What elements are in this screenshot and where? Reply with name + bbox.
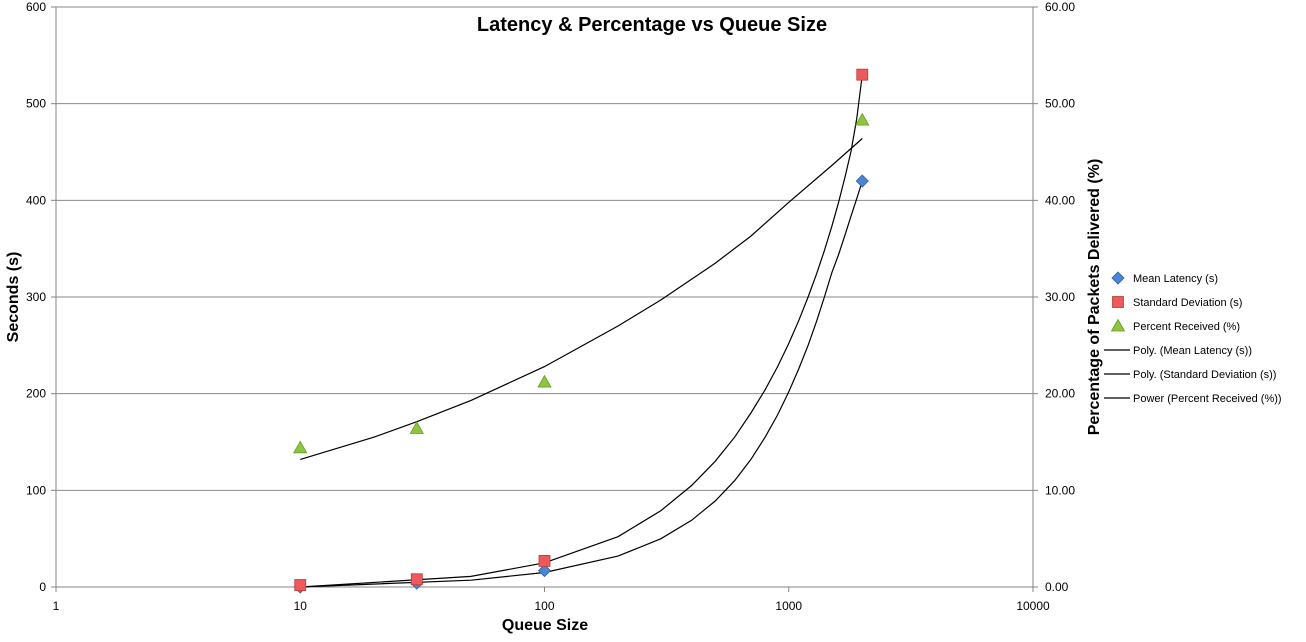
data-point-triangle bbox=[293, 440, 308, 454]
x-tick-label: 10 bbox=[294, 599, 308, 613]
legend: Mean Latency (s) Standard Deviation (s) Pe… bbox=[1104, 271, 1282, 405]
legend-label: Poly. (Mean Latency (s)) bbox=[1133, 345, 1252, 357]
tick-labels: 0 0.00 100 10.00 200 20.00 300 30.00 400 40.00 500… bbox=[26, 0, 1075, 613]
x-axis-label: Queue Size bbox=[502, 617, 588, 634]
data-point-square bbox=[856, 68, 869, 81]
y-tick-label-left: 100 bbox=[26, 483, 46, 497]
data-markers bbox=[293, 68, 870, 594]
x-tick-label: 10000 bbox=[1016, 599, 1050, 613]
legend-label: Poly. (Standard Deviation (s)) bbox=[1133, 369, 1276, 381]
y-tick-label-left: 200 bbox=[26, 387, 46, 401]
data-point-diamond bbox=[537, 564, 552, 578]
x-tick-label: 100 bbox=[534, 599, 554, 613]
gridlines bbox=[56, 6, 1033, 491]
data-point-square bbox=[294, 579, 307, 591]
y-tick-label-right: 60.00 bbox=[1045, 0, 1075, 14]
y-tick-label-left: 400 bbox=[26, 193, 46, 207]
y-tick-label-left: 500 bbox=[26, 97, 46, 111]
y-tick-label-right: 20.00 bbox=[1045, 387, 1075, 401]
y-tick-label-right: 0.00 bbox=[1045, 580, 1069, 594]
axes bbox=[51, 6, 1038, 592]
data-point-square bbox=[410, 573, 423, 586]
trendlines bbox=[300, 74, 863, 588]
data-point-triangle bbox=[409, 421, 424, 434]
x-tick-label: 1 bbox=[53, 599, 60, 613]
legend-marker-diamond bbox=[1111, 271, 1125, 285]
legend-label: Percent Received (%) bbox=[1133, 321, 1240, 333]
y-tick-label-right: 50.00 bbox=[1045, 97, 1075, 111]
legend-label: Mean Latency (s) bbox=[1133, 273, 1218, 285]
data-point-triangle bbox=[537, 374, 552, 388]
chart-title: Latency & Percentage vs Queue Size bbox=[477, 14, 827, 36]
y-axis-label-left: Seconds (s) bbox=[5, 252, 22, 343]
y-tick-label-left: 0 bbox=[39, 580, 46, 594]
legend-label: Power (Percent Received (%)) bbox=[1133, 393, 1282, 405]
y-tick-label-right: 40.00 bbox=[1045, 193, 1075, 207]
data-point-square bbox=[538, 555, 551, 567]
data-point-triangle bbox=[855, 112, 870, 126]
trendline bbox=[300, 138, 863, 460]
x-tick-label: 1000 bbox=[775, 599, 802, 613]
trendline bbox=[300, 180, 863, 588]
data-point-diamond bbox=[855, 174, 869, 188]
legend-marker-triangle bbox=[1110, 318, 1126, 332]
y-axis-label-right: Percentage of Packets Delivered (%) bbox=[1086, 159, 1103, 436]
y-tick-label-right: 10.00 bbox=[1045, 483, 1075, 497]
legend-marker-square bbox=[1112, 296, 1124, 308]
y-tick-label-right: 30.00 bbox=[1045, 290, 1075, 304]
y-tick-label-left: 300 bbox=[26, 290, 46, 304]
y-tick-label-left: 600 bbox=[26, 0, 46, 14]
legend-label: Standard Deviation (s) bbox=[1133, 297, 1242, 309]
trendline bbox=[300, 74, 863, 588]
